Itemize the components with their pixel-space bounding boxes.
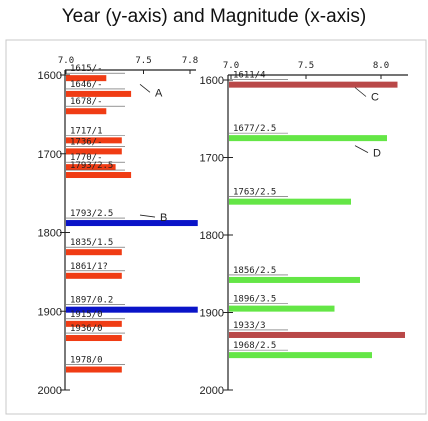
y-tick-label: 2000 xyxy=(38,385,62,397)
bar-label: 1793/2.5 xyxy=(70,161,113,171)
bar-label: 1615/- xyxy=(70,64,103,74)
bar-label: 1770/- xyxy=(70,153,103,163)
annotation-leader xyxy=(354,145,369,153)
chart-panel-right: 7.0 7.5 8.0 1600 1700 1800 1900 2000 1611/4 1677/… xyxy=(200,61,408,397)
bar-blue xyxy=(66,220,198,227)
y-tick-label: 1800 xyxy=(200,230,224,242)
bar-red xyxy=(66,90,132,97)
bar-label: 1861/1? xyxy=(70,262,108,272)
x-tick-label: 7.8 xyxy=(182,56,198,66)
chart-title: Year (y-axis) and Magnitude (x-axis) xyxy=(61,6,367,27)
bar-brown xyxy=(229,331,405,338)
bar-green xyxy=(229,198,351,205)
bar-green xyxy=(229,305,335,312)
bar-green xyxy=(229,352,372,359)
bar-label: 1856/2.5 xyxy=(233,266,276,276)
y-tick-label: 1700 xyxy=(200,153,224,165)
x-tick-label: 8.0 xyxy=(373,61,389,71)
annotation-leader xyxy=(354,87,367,97)
bar-label: 1835/1.5 xyxy=(70,238,113,248)
y-tick-label: 1900 xyxy=(38,306,62,318)
x-tick-label: 7.5 xyxy=(298,61,314,71)
y-tick-label: 1900 xyxy=(200,308,224,320)
bar-green xyxy=(229,276,360,283)
chart-panel-left: 7.0 7.5 7.8 1600 1700 1800 1900 2000 1615/- 1646/… xyxy=(38,56,199,397)
bar-red xyxy=(66,249,122,256)
x-tick-label: 7.0 xyxy=(58,56,74,66)
bar-label: 1678/- xyxy=(70,97,103,107)
bar-red xyxy=(66,272,122,279)
bar-blue xyxy=(66,306,198,313)
y-tick-label: 1800 xyxy=(38,228,62,240)
bar-red xyxy=(66,164,116,171)
annotation-label: C xyxy=(371,92,379,104)
y-tick-label: 1700 xyxy=(38,149,62,161)
annotation-leader xyxy=(139,214,156,218)
annotation-leader xyxy=(139,84,151,93)
bar-label: 1933/3 xyxy=(233,321,266,331)
y-tick-label: 1600 xyxy=(200,75,224,87)
annotation-label: D xyxy=(373,148,381,160)
annotation-label: A xyxy=(155,87,163,99)
bar-label: 1896/3.5 xyxy=(233,295,276,305)
bar-red xyxy=(66,75,107,82)
bar-red xyxy=(66,137,122,144)
x-tick-label: 7.0 xyxy=(223,61,239,71)
x-tick-label: 7.5 xyxy=(135,56,151,66)
bar-brown xyxy=(229,81,398,88)
y-tick-label: 1600 xyxy=(38,70,62,82)
figure-frame xyxy=(5,39,427,415)
bar-red xyxy=(66,172,132,179)
annotation-label: B xyxy=(160,212,167,224)
bar-label: 1897/0.2 xyxy=(70,296,113,306)
bar-label: 1915/0 xyxy=(70,310,103,320)
bar-label: 1736/- xyxy=(70,137,103,147)
bar-label: 1793/2.5 xyxy=(70,209,113,219)
bar-label: 1936/0 xyxy=(70,324,103,334)
bar-label: 1611/4 xyxy=(233,71,266,81)
bar-label: 1677/2.5 xyxy=(233,124,276,134)
bar-label: 1968/2.5 xyxy=(233,341,276,351)
bar-red xyxy=(66,108,107,115)
y-tick-label: 2000 xyxy=(200,385,224,397)
bar-red xyxy=(66,335,122,342)
bar-label: 1717/1 xyxy=(70,126,103,136)
bar-label: 1763/2.5 xyxy=(233,188,276,198)
bar-label: 1978/0 xyxy=(70,356,103,366)
bar-green xyxy=(229,135,387,142)
bar-red xyxy=(66,366,122,373)
bar-label: 1646/- xyxy=(70,80,103,90)
bar-red xyxy=(66,148,122,155)
bar-red xyxy=(66,320,122,327)
